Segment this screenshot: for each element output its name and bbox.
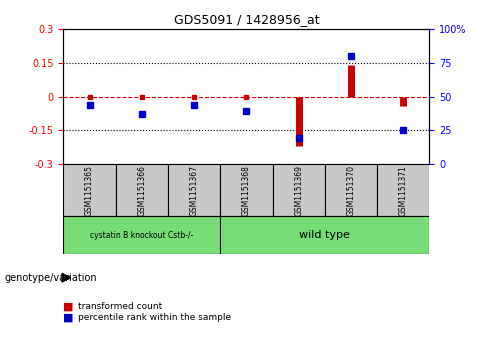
Bar xyxy=(63,164,116,216)
Text: GSM1151367: GSM1151367 xyxy=(190,165,199,216)
Bar xyxy=(168,164,220,216)
Bar xyxy=(220,164,273,216)
Text: cystatin B knockout Cstb-/-: cystatin B knockout Cstb-/- xyxy=(90,231,194,240)
Bar xyxy=(273,164,325,216)
Bar xyxy=(377,164,429,216)
Bar xyxy=(220,216,429,254)
Polygon shape xyxy=(62,273,71,282)
Bar xyxy=(63,216,220,254)
Text: GSM1151365: GSM1151365 xyxy=(85,165,94,216)
Bar xyxy=(325,164,377,216)
Text: GSM1151368: GSM1151368 xyxy=(242,165,251,216)
Title: GDS5091 / 1428956_at: GDS5091 / 1428956_at xyxy=(174,13,319,26)
Text: GSM1151371: GSM1151371 xyxy=(399,165,408,216)
Text: percentile rank within the sample: percentile rank within the sample xyxy=(78,313,231,322)
Text: GSM1151366: GSM1151366 xyxy=(137,165,146,216)
Text: GSM1151369: GSM1151369 xyxy=(294,165,303,216)
Text: transformed count: transformed count xyxy=(78,302,163,311)
Text: ■: ■ xyxy=(63,302,74,312)
Text: ■: ■ xyxy=(63,313,74,323)
Text: wild type: wild type xyxy=(300,230,350,240)
Bar xyxy=(116,164,168,216)
Text: genotype/variation: genotype/variation xyxy=(5,273,98,283)
Text: GSM1151370: GSM1151370 xyxy=(346,165,356,216)
